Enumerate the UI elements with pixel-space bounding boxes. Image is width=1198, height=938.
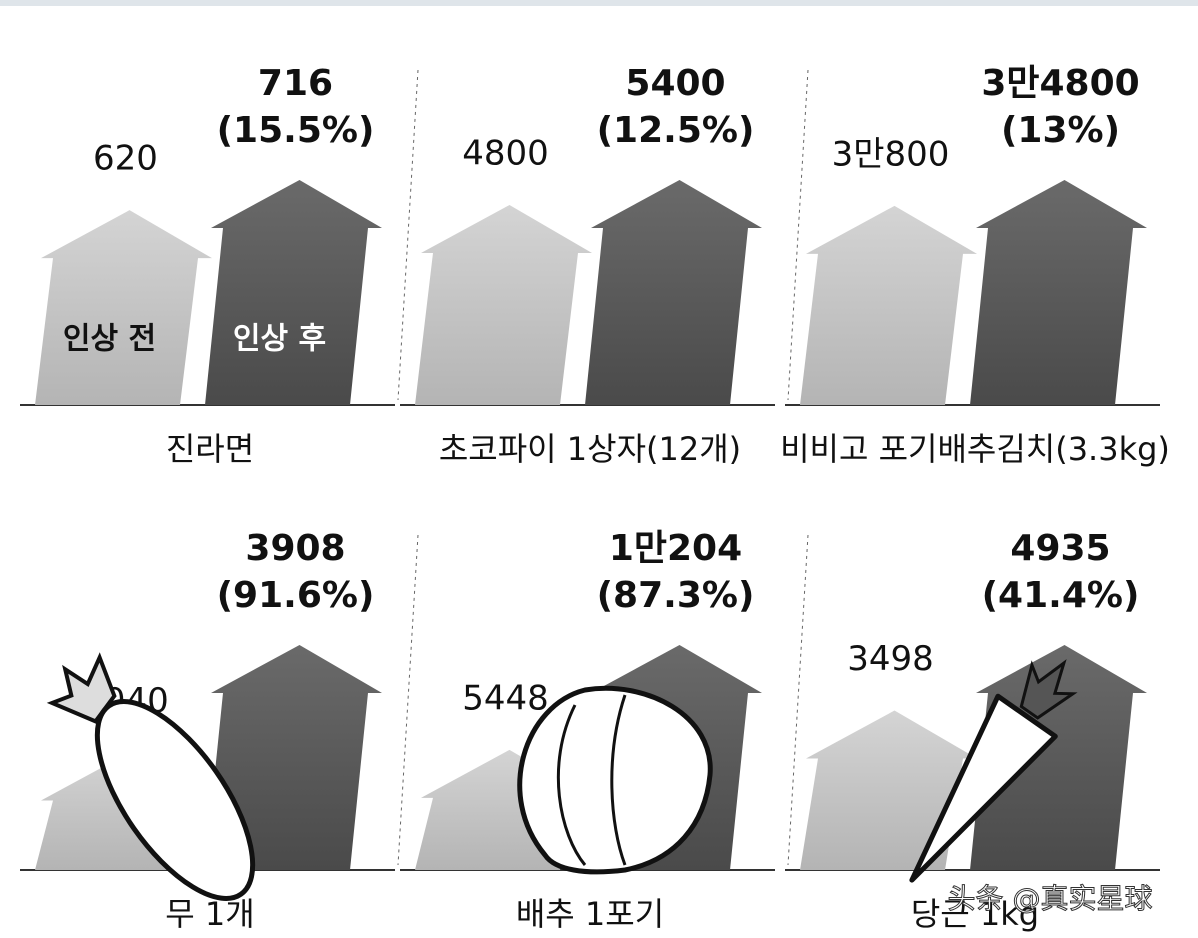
- category-label: 진라면: [166, 430, 254, 468]
- category-label: 배추 1포기: [516, 895, 664, 933]
- bar: [585, 180, 762, 405]
- value-label: 3만800: [832, 134, 950, 174]
- radish-icon: [46, 652, 256, 901]
- top-strip: [0, 0, 1198, 6]
- value-label: 3908: [245, 528, 345, 569]
- bar: [35, 210, 212, 405]
- watermark: 头条 @真实星球: [948, 882, 1153, 915]
- value-label: 4935: [1010, 528, 1110, 569]
- value-label: 1만204: [609, 528, 742, 569]
- category-label: 당근 1kg: [911, 895, 1039, 933]
- bar: [970, 180, 1147, 405]
- illustrations: [46, 652, 1078, 901]
- divider: [787, 534, 809, 866]
- change-label: (15.5%): [217, 110, 375, 151]
- category-label: 무 1개: [165, 895, 254, 933]
- bar: [415, 205, 592, 405]
- carrot-icon: [909, 659, 1078, 883]
- change-label: (87.3%): [597, 575, 755, 616]
- bar: [800, 710, 977, 870]
- bar: [205, 645, 382, 870]
- change-label: (13%): [1001, 110, 1120, 151]
- bar: [970, 645, 1147, 870]
- value-label: 716: [258, 63, 333, 104]
- divider: [397, 69, 419, 401]
- value-label: 3498: [847, 639, 934, 679]
- value-label: 5448: [462, 678, 549, 718]
- cabbage-icon: [517, 685, 713, 875]
- bar: [800, 205, 977, 405]
- value-label: 4800: [462, 134, 549, 174]
- category-label: 초코파이 1상자(12개): [439, 430, 741, 468]
- divider: [397, 534, 419, 866]
- value-label: 620: [93, 139, 158, 179]
- change-label: (41.4%): [982, 575, 1140, 616]
- legend-label: 인상 전: [63, 322, 156, 357]
- divider: [787, 69, 809, 401]
- category-label: 비비고 포기배추김치(3.3kg): [780, 430, 1170, 468]
- value-label: 5400: [625, 63, 725, 104]
- value-label: 3만4800: [981, 63, 1139, 104]
- change-label: (12.5%): [597, 110, 755, 151]
- bar: [205, 180, 382, 405]
- legend-label: 인상 후: [233, 322, 326, 357]
- change-label: (91.6%): [217, 575, 375, 616]
